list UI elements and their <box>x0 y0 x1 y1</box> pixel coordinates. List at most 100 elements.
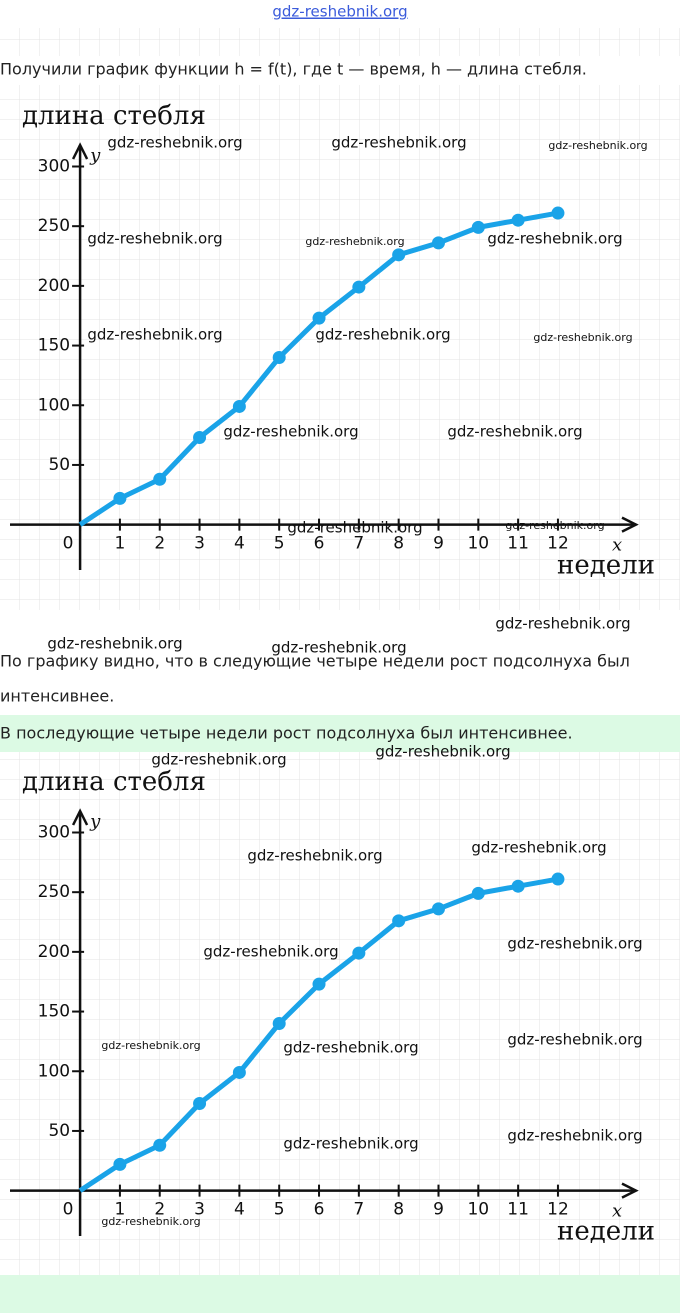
y-tick-label: 100 <box>38 395 70 415</box>
x-tick-label: 9 <box>433 1200 444 1220</box>
x-label: x <box>612 535 622 556</box>
watermark: gdz-reshebnik.org <box>47 635 182 653</box>
point <box>272 351 286 364</box>
y-tick-label: 250 <box>38 216 70 236</box>
x-tick-label: 2 <box>154 1200 165 1220</box>
answer: В последующие четыре недели рост подсолн… <box>0 724 573 743</box>
paragraph: Получили график функции h = f(t), где t … <box>0 60 587 79</box>
y-tick-label: 100 <box>38 1061 70 1081</box>
x-arrow <box>621 1182 639 1199</box>
watermark: gdz-reshebnik.org <box>331 134 466 152</box>
watermark: gdz-reshebnik.org <box>203 943 338 961</box>
y-tick-label: 50 <box>48 455 70 475</box>
x-tick-label: 11 <box>507 1200 529 1220</box>
cropped-grid <box>0 28 680 56</box>
x-title: недели <box>557 1217 655 1247</box>
x-title: недели <box>557 551 655 581</box>
watermark: gdz-reshebnik.org <box>507 1031 642 1049</box>
x-tick-label: 10 <box>467 534 489 554</box>
y-arrow <box>71 142 89 160</box>
point <box>232 1065 246 1079</box>
x-tick-label: 6 <box>314 1200 325 1220</box>
grid-background <box>0 752 680 1275</box>
x-label: x <box>612 1201 622 1222</box>
watermark: gdz-reshebnik.org <box>315 326 450 344</box>
point <box>352 280 366 294</box>
paragraph: интенсивнее. <box>0 687 114 706</box>
watermark: gdz-reshebnik.org <box>471 839 606 857</box>
watermark: gdz-reshebnik.org <box>495 615 630 633</box>
watermark: gdz-reshebnik.org <box>287 519 422 537</box>
y-label: y <box>89 145 101 166</box>
point <box>193 430 207 444</box>
x-tick-label: 0 <box>63 1200 74 1220</box>
point <box>511 879 525 893</box>
point <box>471 886 485 900</box>
y-tick-label: 250 <box>38 882 70 902</box>
watermark: gdz-reshebnik.org <box>151 751 286 769</box>
point <box>113 491 127 505</box>
point <box>392 248 406 262</box>
y-tick-label: 50 <box>48 1121 70 1141</box>
x-tick-label: 7 <box>353 534 364 554</box>
paragraph: По графику видно, что в следующие четыре… <box>0 652 630 671</box>
point <box>551 872 565 886</box>
point <box>312 311 326 325</box>
x-tick-label: 11 <box>507 534 529 554</box>
y-tick-label: 150 <box>38 336 70 356</box>
watermark: gdz-reshebnik.org <box>87 230 222 248</box>
watermark: gdz-reshebnik.org <box>487 230 622 248</box>
point <box>193 1096 207 1110</box>
watermark: gdz-reshebnik.org <box>101 1039 200 1052</box>
bottom-band <box>0 1275 680 1313</box>
x-tick-label: 3 <box>194 1200 205 1220</box>
point <box>551 206 565 220</box>
point <box>272 1017 286 1030</box>
point <box>153 472 167 486</box>
x-tick-label: 1 <box>114 534 125 554</box>
watermark: gdz-reshebnik.org <box>223 423 358 441</box>
watermark: gdz-reshebnik.org <box>283 1135 418 1153</box>
watermark: gdz-reshebnik.org <box>271 639 406 657</box>
point <box>352 946 366 960</box>
point <box>471 220 485 234</box>
point <box>232 399 246 413</box>
x-tick-label: 12 <box>547 1200 569 1220</box>
y-tick-label: 150 <box>38 1002 70 1022</box>
x-tick-label: 9 <box>433 534 444 554</box>
x-tick-label: 1 <box>114 1200 125 1220</box>
y-arrow <box>71 808 89 826</box>
point <box>431 902 445 916</box>
watermark: gdz-reshebnik.org <box>283 1039 418 1057</box>
point <box>392 914 406 928</box>
x-tick-label: 0 <box>63 534 74 554</box>
answer-box <box>0 715 680 752</box>
x-tick-label: 7 <box>353 1200 364 1220</box>
y-title: длина стебля <box>22 101 206 131</box>
site-link[interactable]: gdz-reshebnik.org <box>272 3 407 21</box>
point <box>113 1157 127 1171</box>
grid-background <box>0 85 680 610</box>
x-arrow <box>621 516 639 533</box>
watermark: gdz-reshebnik.org <box>507 935 642 953</box>
point <box>511 213 525 227</box>
watermark: gdz-reshebnik.org <box>247 847 382 865</box>
y-tick-label: 300 <box>38 822 70 842</box>
watermark: gdz-reshebnik.org <box>305 235 404 248</box>
watermark: gdz-reshebnik.org <box>87 326 222 344</box>
y-title: длина стебля <box>22 767 206 797</box>
x-tick-label: 12 <box>547 534 569 554</box>
x-tick-label: 5 <box>274 1200 285 1220</box>
x-tick-label: 8 <box>393 1200 404 1220</box>
y-label: y <box>89 811 101 832</box>
x-tick-label: 5 <box>274 534 285 554</box>
point <box>431 236 445 250</box>
watermark: gdz-reshebnik.org <box>505 519 604 532</box>
x-tick-label: 10 <box>467 1200 489 1220</box>
watermark: gdz-reshebnik.org <box>101 1215 200 1228</box>
y-tick-label: 300 <box>38 156 70 176</box>
x-tick-label: 6 <box>314 534 325 554</box>
point <box>312 977 326 991</box>
x-tick-label: 4 <box>234 1200 245 1220</box>
